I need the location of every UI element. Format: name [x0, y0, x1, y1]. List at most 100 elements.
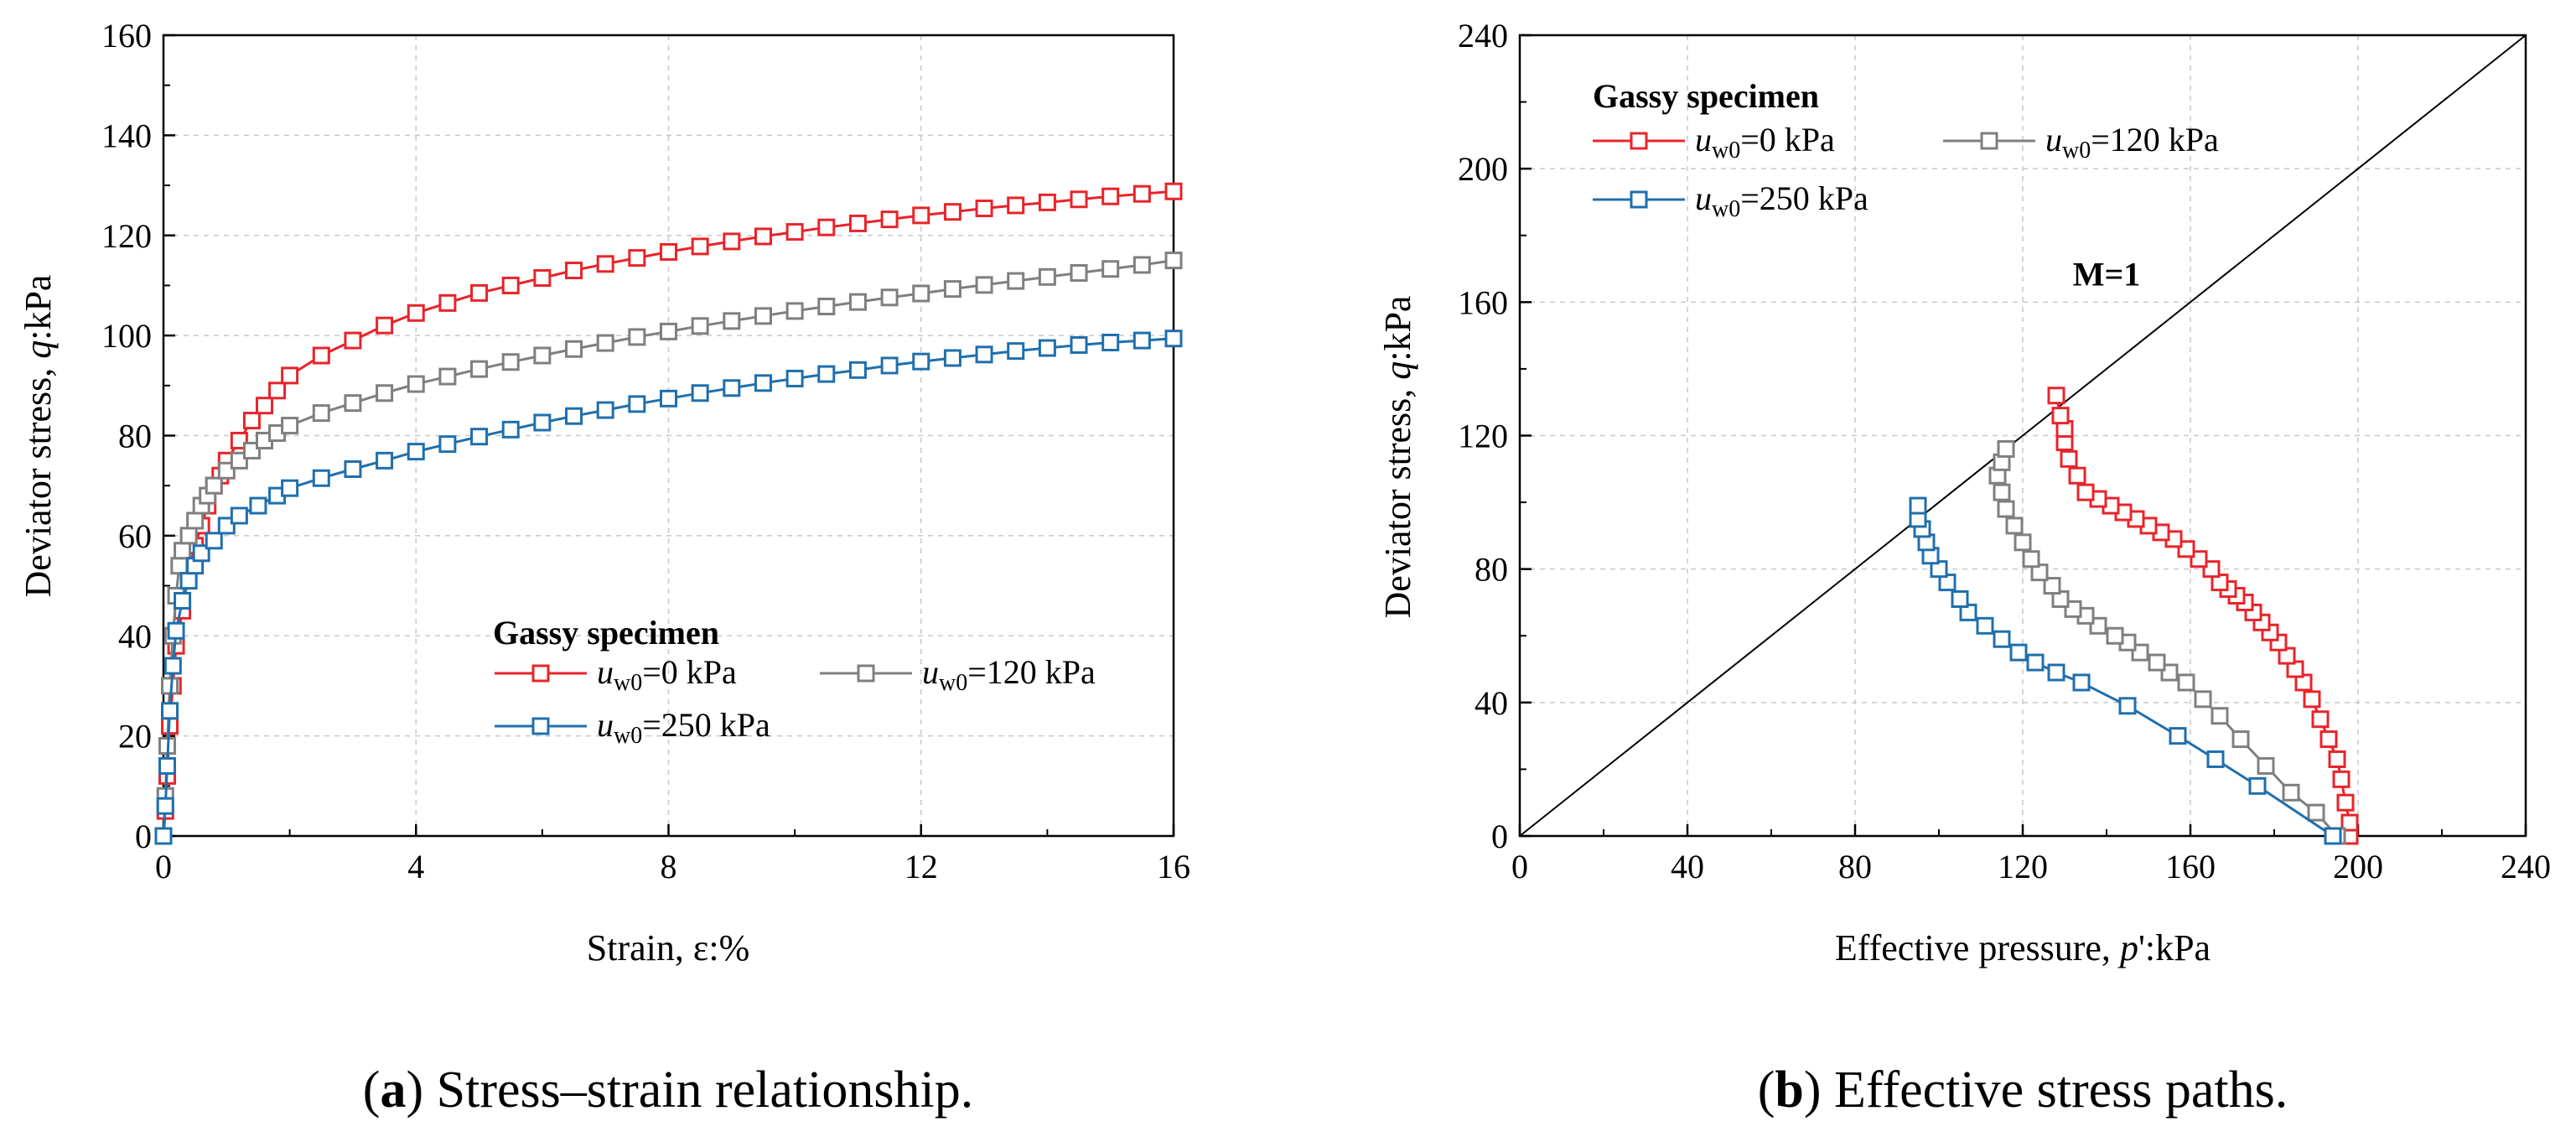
data-point: [1997, 439, 2015, 458]
x-axis-label-b: Effective pressure, p':kPa: [1835, 927, 2211, 968]
data-point: [344, 459, 362, 478]
data-point: [628, 328, 646, 346]
data-point: [1038, 193, 1056, 211]
data-point: [179, 527, 198, 545]
data-point: [376, 451, 394, 470]
y-tick-label: 60: [118, 517, 152, 555]
data-point: [754, 307, 772, 325]
caption-a: (a) Stress–strain relationship.: [363, 1062, 973, 1119]
data-point: [249, 496, 267, 515]
data-point: [501, 276, 520, 294]
data-point: [2169, 727, 2187, 745]
data-point: [344, 394, 362, 413]
data-point: [242, 412, 261, 430]
x-axis-label-a: Strain, ε:%: [587, 927, 749, 968]
data-point: [205, 532, 223, 550]
data-point: [1951, 589, 1969, 608]
data-point: [2231, 730, 2250, 749]
x-tick-label: 8: [661, 848, 677, 885]
data-point: [407, 443, 425, 461]
legend-entry-a-2: uw0=250 kPa: [495, 706, 770, 749]
legend-label: uw0=250 kPa: [597, 706, 770, 749]
data-point: [1101, 333, 1120, 351]
x-tick-label: 0: [1511, 848, 1528, 885]
legend-entry-a-0: uw0=0 kPa: [495, 653, 737, 696]
data-point: [2022, 550, 2040, 568]
data-point: [723, 232, 741, 251]
data-point: [943, 280, 961, 299]
data-point: [438, 367, 457, 386]
caption-b: (b) Effective stress paths.: [1758, 1062, 2288, 1119]
data-point: [2257, 756, 2275, 775]
data-point: [943, 349, 961, 367]
legend-label: uw0=0 kPa: [597, 653, 737, 696]
y-tick-label: 100: [101, 317, 152, 355]
data-point: [2148, 653, 2166, 672]
data-point: [754, 374, 772, 392]
legend-title-b: Gassy specimen: [1593, 77, 1819, 115]
legend-label: uw0=120 kPa: [922, 653, 1096, 696]
data-point: [1993, 630, 2011, 648]
data-point: [174, 542, 192, 560]
data-point: [2211, 707, 2229, 725]
y-tick-label: 120: [1458, 418, 1508, 455]
data-point: [407, 304, 425, 322]
data-point: [596, 401, 614, 419]
data-point: [2005, 517, 2024, 535]
data-point: [912, 352, 930, 371]
y-tick-label: 140: [101, 117, 152, 154]
data-point: [376, 316, 394, 335]
data-point: [817, 298, 836, 316]
data-point: [2060, 449, 2078, 468]
data-point: [2047, 663, 2065, 682]
data-point: [565, 340, 583, 358]
y-tick-label: 40: [118, 617, 152, 655]
data-point: [660, 322, 677, 340]
legend-entry-b-0: uw0=0 kPa: [1593, 121, 1835, 164]
data-point: [2118, 697, 2137, 715]
data-point: [754, 227, 772, 246]
data-point: [2106, 626, 2124, 645]
series-red: [2047, 387, 2359, 845]
series-group-a: [154, 182, 1183, 845]
legend-b: Gassy specimen uw0=0 kPa uw0=120 kPa uw0…: [1593, 77, 2219, 222]
data-point: [344, 331, 362, 350]
legend-a: Gassy specimen uw0=0 kPa uw0=120 kPa uw0…: [493, 614, 1096, 749]
y-axis-label-b: Deviator stress, q:kPa: [1377, 296, 1418, 619]
data-point: [596, 255, 614, 273]
data-point: [848, 361, 867, 379]
legend-marker: [1630, 190, 1648, 209]
data-point: [2307, 803, 2325, 822]
data-point: [407, 375, 425, 393]
data-point: [470, 283, 489, 302]
data-point: [154, 827, 173, 845]
data-point: [880, 288, 899, 307]
data-point: [501, 353, 520, 371]
data-point: [2068, 466, 2086, 485]
data-point: [230, 451, 248, 470]
data-point: [975, 276, 993, 294]
y-tick-label: 80: [1475, 551, 1508, 589]
series-line: [1916, 506, 2334, 838]
data-point: [1038, 339, 1056, 357]
x-tick-label: 0: [155, 848, 172, 885]
data-point: [817, 218, 836, 236]
data-point: [1164, 182, 1183, 200]
y-tick-label: 200: [1458, 150, 1508, 188]
data-point: [192, 544, 210, 563]
data-point: [186, 511, 205, 530]
data-point: [501, 420, 520, 439]
legend-entry-a-1: uw0=120 kPa: [820, 653, 1096, 696]
data-point: [158, 756, 177, 775]
data-point: [2336, 793, 2355, 812]
data-point: [2076, 483, 2095, 501]
legend-label: uw0=250 kPa: [1695, 179, 1869, 222]
data-point: [533, 268, 552, 287]
data-point: [2009, 643, 2028, 662]
series-blue: [154, 330, 1183, 845]
data-point: [2311, 710, 2330, 729]
data-point: [975, 345, 993, 364]
data-point: [1133, 184, 1151, 203]
